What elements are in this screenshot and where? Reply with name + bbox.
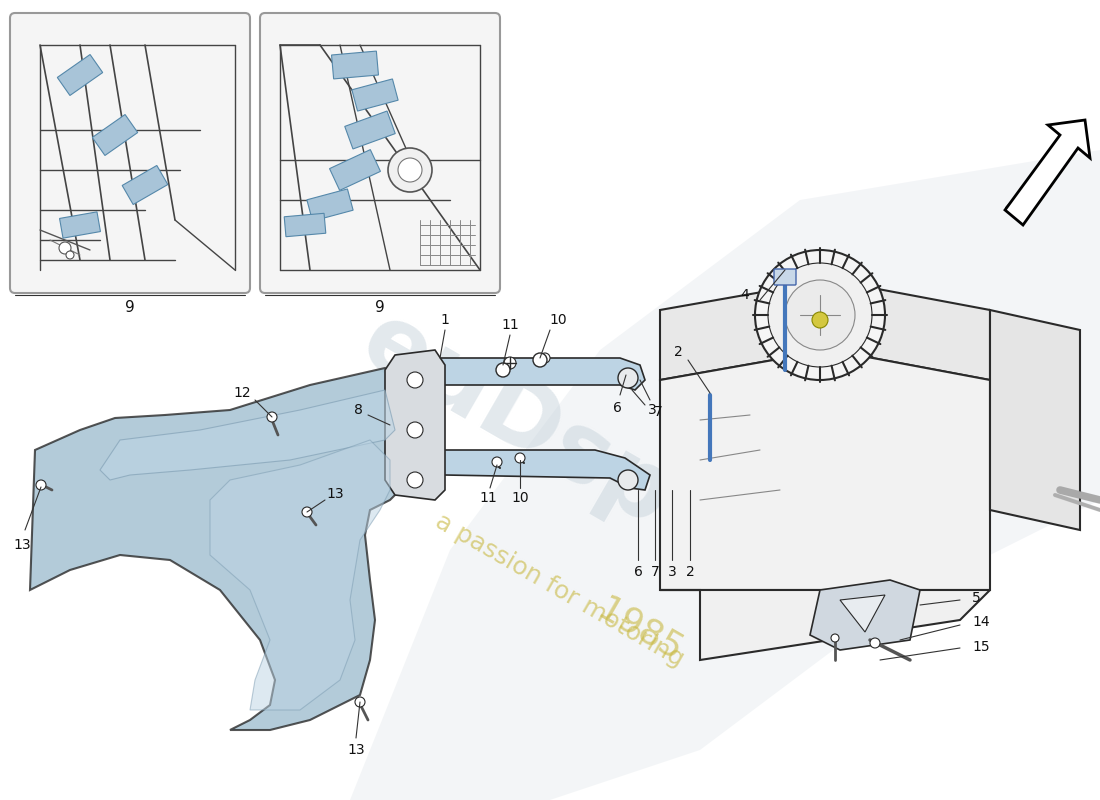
Text: 6: 6 (634, 565, 642, 579)
Circle shape (355, 697, 365, 707)
Polygon shape (344, 111, 395, 149)
Polygon shape (284, 214, 326, 237)
Circle shape (768, 263, 872, 367)
Circle shape (66, 251, 74, 259)
Text: 5: 5 (972, 591, 981, 605)
Text: 10: 10 (549, 313, 566, 327)
Polygon shape (331, 51, 378, 79)
Text: 9: 9 (125, 301, 135, 315)
Circle shape (496, 363, 510, 377)
Circle shape (534, 353, 547, 367)
Circle shape (59, 242, 72, 254)
Text: 11: 11 (480, 491, 497, 505)
FancyBboxPatch shape (10, 13, 250, 293)
Text: 1: 1 (441, 313, 450, 327)
Text: 9: 9 (375, 301, 385, 315)
Text: 7: 7 (650, 565, 659, 579)
Polygon shape (352, 79, 398, 111)
Circle shape (540, 353, 550, 363)
Polygon shape (122, 166, 168, 205)
Circle shape (504, 357, 516, 369)
Polygon shape (92, 114, 138, 155)
Circle shape (492, 457, 502, 467)
Polygon shape (100, 390, 395, 480)
Polygon shape (660, 590, 990, 660)
Text: 2: 2 (685, 565, 694, 579)
Polygon shape (810, 580, 920, 650)
Polygon shape (660, 280, 990, 380)
Text: 1985: 1985 (592, 592, 689, 668)
Text: 14: 14 (972, 615, 990, 629)
Circle shape (407, 472, 424, 488)
Circle shape (812, 312, 828, 328)
Polygon shape (59, 212, 100, 238)
Polygon shape (385, 350, 446, 500)
Polygon shape (210, 440, 390, 710)
Text: 3: 3 (648, 403, 657, 417)
Circle shape (515, 453, 525, 463)
Text: 10: 10 (512, 491, 529, 505)
Polygon shape (1005, 120, 1090, 225)
Circle shape (870, 638, 880, 648)
Text: 3: 3 (668, 565, 676, 579)
Circle shape (830, 634, 839, 642)
Text: 2: 2 (673, 345, 682, 359)
Circle shape (398, 158, 422, 182)
Text: 13: 13 (327, 487, 344, 501)
Text: 7: 7 (653, 405, 662, 419)
Circle shape (785, 280, 855, 350)
Text: 13: 13 (13, 538, 31, 552)
Text: 12: 12 (233, 386, 251, 400)
Polygon shape (840, 595, 886, 632)
Circle shape (36, 480, 46, 490)
Text: a passion for motoring: a passion for motoring (431, 509, 689, 671)
Polygon shape (350, 150, 1100, 800)
Circle shape (407, 422, 424, 438)
Text: 15: 15 (972, 640, 990, 654)
Text: 11: 11 (502, 318, 519, 332)
Polygon shape (990, 310, 1080, 530)
Polygon shape (57, 54, 102, 95)
Circle shape (407, 372, 424, 388)
Polygon shape (30, 368, 400, 730)
Circle shape (618, 368, 638, 388)
Circle shape (388, 148, 432, 192)
Text: 4: 4 (740, 288, 749, 302)
Text: 8: 8 (353, 403, 362, 417)
Polygon shape (660, 350, 990, 590)
Circle shape (755, 250, 886, 380)
FancyBboxPatch shape (774, 269, 796, 285)
Text: 13: 13 (348, 743, 365, 757)
Polygon shape (420, 358, 645, 395)
Polygon shape (307, 189, 353, 221)
Circle shape (618, 470, 638, 490)
FancyBboxPatch shape (260, 13, 500, 293)
Text: euDspares: euDspares (345, 294, 894, 666)
Polygon shape (420, 450, 650, 490)
Circle shape (267, 412, 277, 422)
Circle shape (302, 507, 312, 517)
Text: 6: 6 (613, 401, 621, 415)
Polygon shape (330, 150, 381, 190)
